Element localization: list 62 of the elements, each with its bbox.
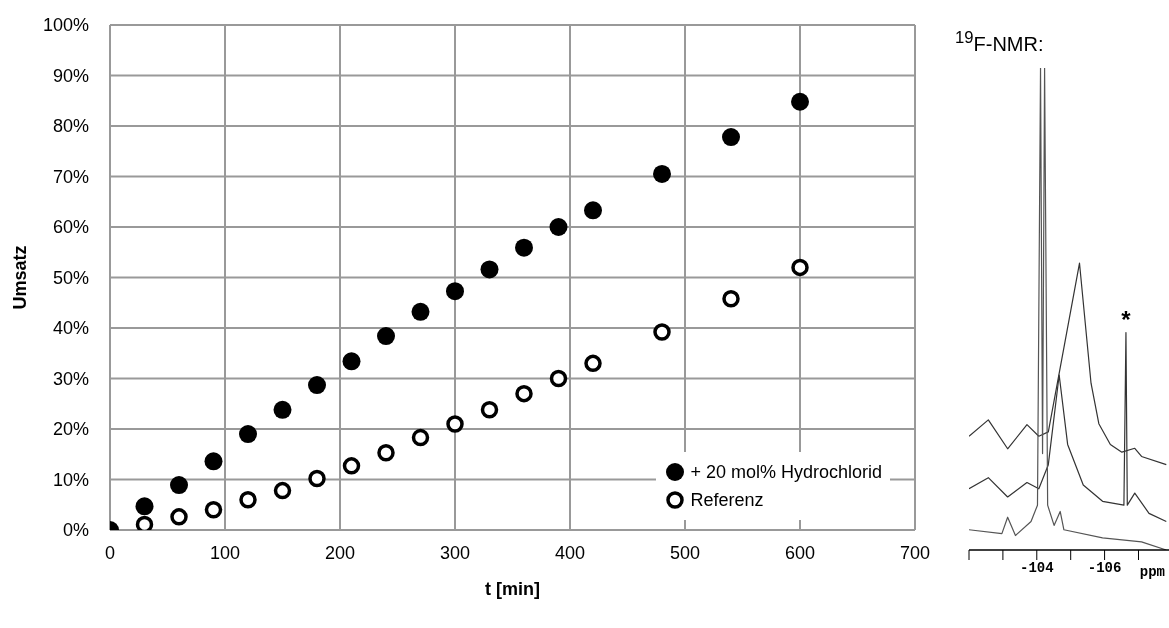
point bbox=[411, 428, 430, 447]
point bbox=[515, 238, 533, 257]
x-tick-label: 0 bbox=[104, 542, 116, 563]
x-tick-label: 700 bbox=[899, 542, 931, 563]
legend-label: Referenz bbox=[690, 489, 764, 511]
x-axis-title: ppm bbox=[1139, 564, 1165, 580]
point bbox=[791, 258, 809, 277]
point bbox=[204, 501, 223, 519]
point bbox=[170, 476, 188, 495]
point bbox=[584, 354, 602, 373]
point bbox=[377, 327, 395, 346]
y-tick-label: 0% bbox=[62, 520, 89, 541]
x-tick-label: 100 bbox=[209, 542, 241, 563]
point bbox=[170, 508, 188, 526]
x-tick-label: 500 bbox=[669, 542, 701, 563]
point bbox=[273, 400, 292, 419]
point bbox=[653, 164, 671, 183]
y-tick-label: 20% bbox=[52, 419, 89, 440]
point bbox=[204, 452, 223, 471]
point bbox=[446, 415, 464, 433]
point bbox=[135, 497, 154, 516]
point bbox=[273, 481, 292, 500]
point bbox=[446, 282, 464, 301]
x-tick-label: 300 bbox=[439, 542, 471, 563]
y-tick-label: 90% bbox=[52, 65, 89, 86]
point bbox=[377, 443, 395, 462]
point bbox=[722, 289, 740, 308]
point bbox=[584, 201, 602, 220]
point bbox=[791, 92, 809, 111]
point bbox=[135, 515, 154, 530]
x-tick-label: -106 bbox=[1087, 559, 1122, 576]
annotation: * bbox=[1121, 305, 1132, 333]
point bbox=[342, 352, 361, 371]
point bbox=[239, 425, 257, 444]
y-axis-title: Umsatz bbox=[10, 245, 31, 310]
point bbox=[480, 260, 499, 279]
y-tick-label: 50% bbox=[52, 267, 89, 288]
point bbox=[653, 323, 671, 341]
point bbox=[549, 369, 568, 388]
chart-title: $^{19}$F-NMR: bbox=[955, 28, 1044, 56]
x-tick-label: 600 bbox=[784, 542, 816, 563]
y-tick-label: 40% bbox=[52, 318, 89, 339]
legend-label: + 20 mol% Hydrochlorid bbox=[690, 461, 882, 483]
point bbox=[411, 302, 430, 321]
point bbox=[239, 490, 257, 509]
point bbox=[515, 384, 533, 403]
x-tick-label: 200 bbox=[324, 542, 356, 563]
x-axis-title: t [min] bbox=[485, 579, 540, 599]
point bbox=[308, 469, 326, 488]
x-tick-label: -104 bbox=[1019, 559, 1054, 576]
y-tick-label: 100% bbox=[42, 15, 89, 36]
y-tick-label: 10% bbox=[52, 469, 89, 490]
y-tick-label: 60% bbox=[52, 217, 89, 238]
point bbox=[308, 376, 326, 395]
point bbox=[480, 401, 499, 419]
y-tick-label: 30% bbox=[52, 368, 89, 389]
point bbox=[342, 457, 361, 475]
y-tick-label: 70% bbox=[52, 166, 89, 187]
point bbox=[722, 128, 740, 147]
y-tick-label: 80% bbox=[52, 116, 89, 137]
x-tick-label: 400 bbox=[554, 542, 586, 563]
point bbox=[549, 218, 568, 236]
